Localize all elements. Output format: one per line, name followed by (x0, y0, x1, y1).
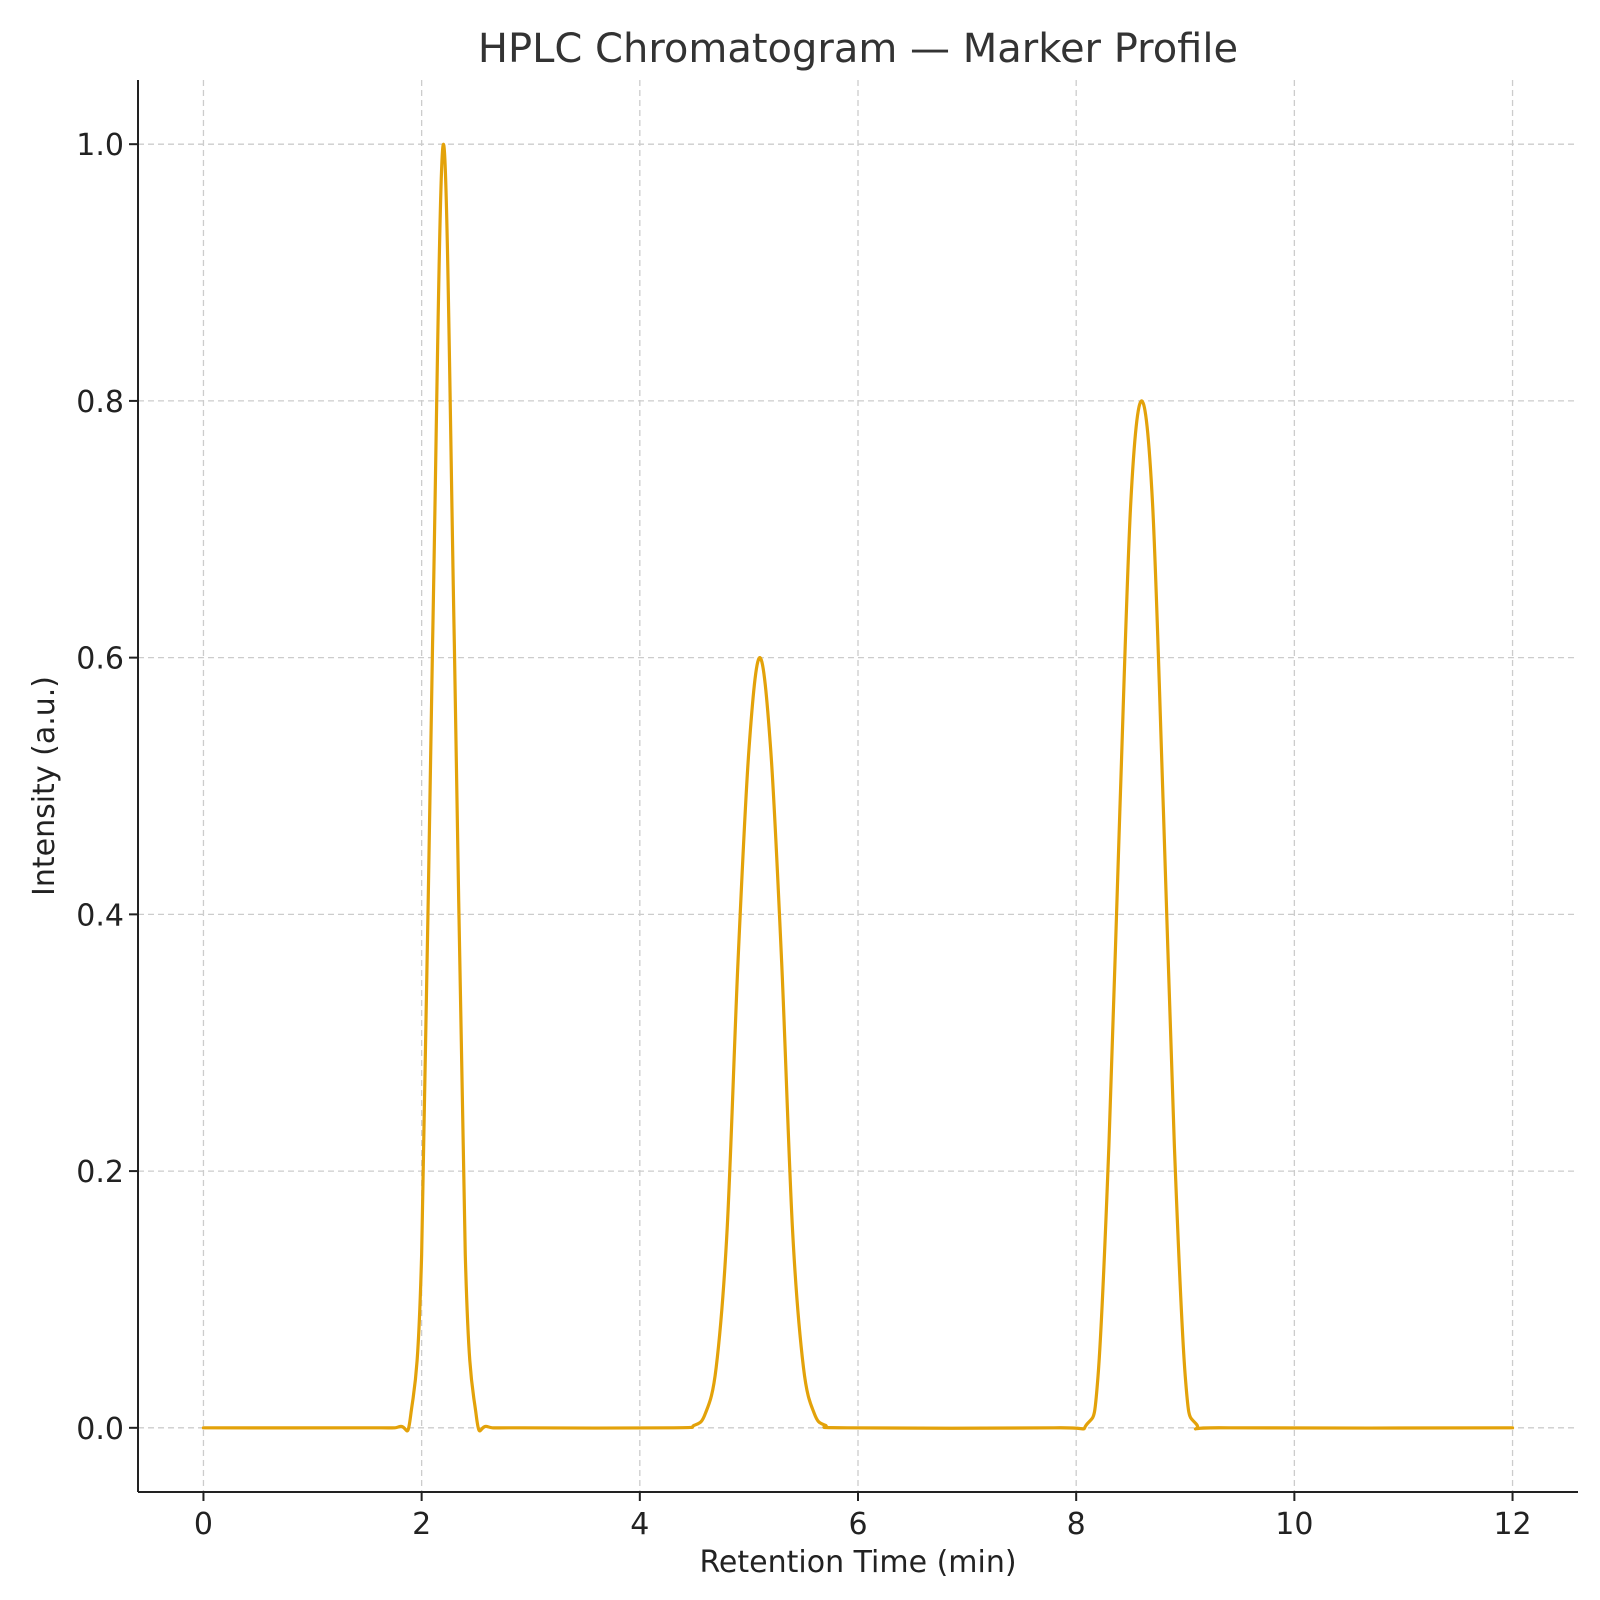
y-tick-label: 0.2 (76, 1155, 124, 1190)
x-axis-label: Retention Time (min) (699, 1545, 1016, 1580)
chart-title: HPLC Chromatogram — Marker Profile (478, 26, 1238, 72)
y-tick-label: 0.8 (76, 385, 124, 420)
y-tick-label: 0.0 (76, 1412, 124, 1447)
y-axis-label: Intensity (a.u.) (27, 676, 62, 896)
y-tick-label: 0.6 (76, 642, 124, 677)
chromatogram-line (201, 142, 1515, 1433)
ticks: 0 2 4 6 8 10 12 0.0 0.2 0.4 0.6 0.8 1.0 (76, 128, 1531, 1542)
x-tick-label: 4 (630, 1507, 649, 1542)
y-tick-label: 1.0 (76, 128, 124, 163)
y-tick-label: 0.4 (76, 898, 124, 933)
x-tick-label: 10 (1275, 1507, 1313, 1542)
x-tick-label: 6 (848, 1507, 867, 1542)
x-tick-label: 2 (412, 1507, 431, 1542)
x-tick-label: 12 (1493, 1507, 1531, 1542)
x-tick-label: 0 (194, 1507, 213, 1542)
series (201, 142, 1515, 1433)
x-tick-label: 8 (1067, 1507, 1086, 1542)
